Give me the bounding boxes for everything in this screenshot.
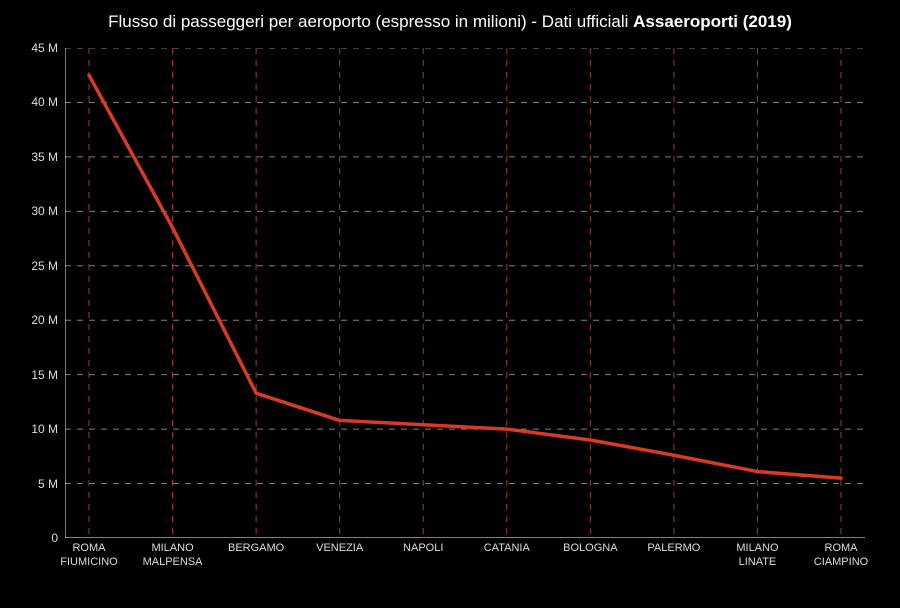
y-tick-label: 25 M: [31, 259, 58, 273]
x-tick-label: ROMACIAMPINO: [814, 542, 868, 570]
x-tick-label: MILANOMALPENSA: [143, 542, 203, 570]
y-tick-label: 20 M: [31, 313, 58, 327]
y-tick-label: 35 M: [31, 150, 58, 164]
y-tick-label: 30 M: [31, 204, 58, 218]
x-tick-label: PALERMO: [647, 542, 700, 556]
y-tick-label: 10 M: [31, 422, 58, 436]
x-tick-label: BOLOGNA: [563, 542, 617, 556]
x-tick-label: ROMAFIUMICINO: [60, 542, 117, 570]
x-tick-label: NAPOLI: [403, 542, 443, 556]
horizontal-gridlines: [65, 48, 865, 484]
x-tick-label: CATANIA: [484, 542, 530, 556]
chart-container: Flusso di passeggeri per aeroporto (espr…: [0, 0, 900, 608]
chart-title-prefix: Flusso di passeggeri per aeroporto (espr…: [108, 12, 633, 31]
x-tick-label: BERGAMO: [228, 542, 284, 556]
y-tick-label: 45 M: [31, 41, 58, 55]
y-tick-label: 15 M: [31, 368, 58, 382]
plot-svg: [65, 48, 865, 538]
plot-area: [65, 48, 865, 538]
x-tick-label: VENEZIA: [316, 542, 363, 556]
chart-title-bold: Assaeroporti (2019): [633, 12, 792, 31]
chart-title: Flusso di passeggeri per aeroporto (espr…: [0, 12, 900, 32]
y-tick-label: 5 M: [38, 477, 58, 491]
y-tick-label: 40 M: [31, 95, 58, 109]
data-line: [89, 75, 841, 478]
x-tick-label: MILANOLINATE: [736, 542, 778, 570]
y-tick-label: 0: [51, 531, 58, 545]
axes: [65, 48, 865, 538]
